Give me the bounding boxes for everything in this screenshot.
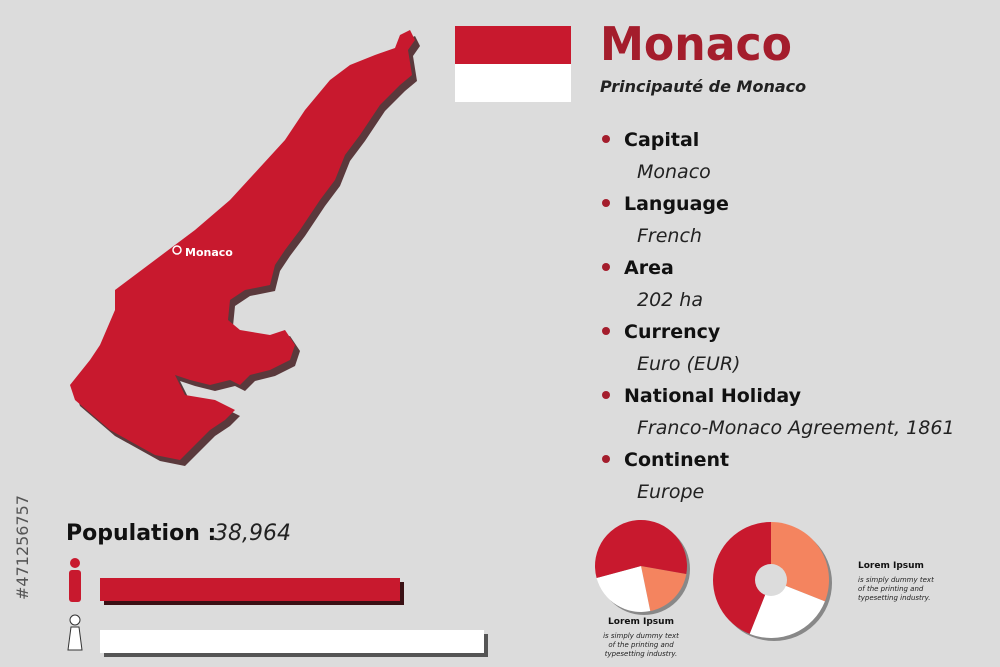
male-row <box>69 558 404 605</box>
fact-value: French <box>637 225 702 247</box>
map: Monaco <box>70 30 420 466</box>
city-label: Monaco <box>185 246 233 259</box>
caption-text: typesetting industry. <box>605 650 678 658</box>
male-icon <box>69 570 81 602</box>
population-value: 38,964 <box>214 521 291 546</box>
population-label: Population : <box>66 521 216 546</box>
bullet <box>602 391 610 399</box>
female-row <box>67 614 488 657</box>
fact-value: Euro (EUR) <box>637 353 740 375</box>
pie-slice <box>713 522 771 634</box>
flag-red <box>455 26 571 64</box>
female-bar <box>100 630 484 653</box>
fact-value: Monaco <box>637 161 711 183</box>
female-icon <box>69 614 81 626</box>
fact-label: Language <box>624 193 729 215</box>
bullet <box>602 263 610 271</box>
flag-white <box>455 64 571 102</box>
caption-text: is simply dummy text <box>603 632 679 640</box>
bullet <box>602 135 610 143</box>
flag <box>455 26 571 102</box>
facts-list: Capital Monaco Language French Area 202 ha Cur… <box>602 129 955 503</box>
fact-label: Continent <box>624 449 729 471</box>
caption-text: of the printing and <box>858 585 924 593</box>
caption-text: is simply dummy text <box>858 576 934 584</box>
fact-label: Currency <box>624 321 721 343</box>
fact-label: Area <box>624 257 674 279</box>
pie-slice <box>595 519 687 579</box>
fact-label: Capital <box>624 129 699 151</box>
pie-slice <box>641 566 687 612</box>
subtitle: Principauté de Monaco <box>600 77 806 96</box>
caption-text: of the printing and <box>608 641 674 649</box>
map-shape <box>70 30 415 460</box>
donut-hole <box>755 564 787 596</box>
fact-value: 202 ha <box>637 289 703 311</box>
bullet <box>602 327 610 335</box>
caption-text: typesetting industry. <box>858 594 931 602</box>
fact-value: Europe <box>637 481 704 503</box>
male-bar <box>100 578 400 601</box>
city-pin <box>172 245 182 255</box>
caption-title: Lorem Ipsum <box>858 561 924 571</box>
stock-id: #471256757 <box>13 495 32 600</box>
pie-slice <box>596 566 651 613</box>
bullet <box>602 199 610 207</box>
title: Monaco <box>600 17 792 71</box>
bullet <box>602 455 610 463</box>
male-icon <box>70 558 80 568</box>
fact-label: National Holiday <box>624 385 802 407</box>
caption-title: Lorem Ipsum <box>608 617 674 627</box>
female-icon <box>67 626 83 651</box>
fact-value: Franco-Monaco Agreement, 1861 <box>637 417 955 439</box>
